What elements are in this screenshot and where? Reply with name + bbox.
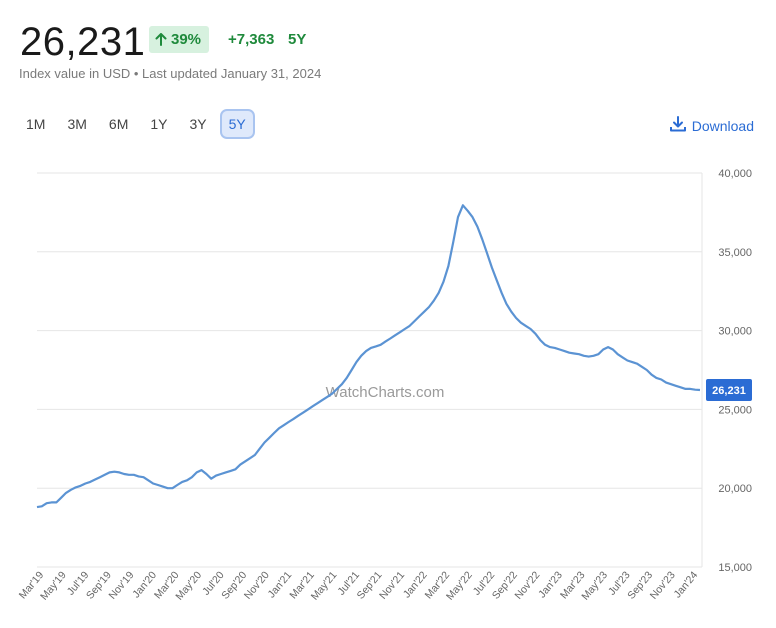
y-tick-label: 35,000 (718, 247, 752, 259)
range-3y-button[interactable]: 3Y (180, 109, 215, 139)
y-tick-label: 40,000 (718, 168, 752, 180)
y-tick-label: 25,000 (718, 404, 752, 416)
watermark: WatchCharts.com (326, 384, 445, 401)
x-tick-label: Nov'20 (242, 569, 272, 602)
y-tick-label: 20,000 (718, 483, 752, 495)
x-tick-label: Jan'24 (671, 569, 700, 600)
download-button[interactable]: Download (669, 116, 754, 135)
index-value: 26,231 (20, 20, 146, 64)
current-value-marker: 26,231 (706, 378, 752, 401)
grid-lines (37, 172, 703, 568)
y-tick-label: 30,000 (718, 326, 752, 338)
current-value-box (706, 378, 752, 401)
x-tick-label: Nov'21 (377, 569, 407, 602)
percent-change-value: 39% (171, 31, 202, 48)
subtitle: Index value in USD • Last updated Januar… (19, 66, 322, 81)
range-selector: 1M 3M 6M 1Y 3Y 5Y (17, 109, 255, 139)
range-3m-button[interactable]: 3M (58, 109, 95, 139)
range-1m-button[interactable]: 1M (17, 109, 54, 139)
x-tick-label: Nov'23 (648, 569, 678, 602)
series-line (36, 204, 701, 509)
range-6m-button[interactable]: 6M (100, 109, 137, 139)
x-tick-label: Nov'19 (107, 569, 137, 602)
x-tick-label: Nov'22 (512, 569, 542, 602)
current-value-label: 26,231 (712, 385, 746, 397)
absolute-change: +7,363 (228, 31, 275, 48)
y-axis-ticks: 15,000 20,000 25,000 30,000 35,000 40,000 (718, 168, 752, 574)
percent-change-badge: 39% (149, 26, 210, 53)
range-1y-button[interactable]: 1Y (141, 109, 176, 139)
y-tick-label: 15,000 (718, 562, 752, 574)
arrow-up-icon (155, 33, 167, 46)
download-label: Download (691, 117, 754, 134)
download-icon (669, 116, 687, 135)
period-tag: 5Y (288, 31, 307, 48)
range-5y-button[interactable]: 5Y (219, 109, 255, 139)
x-axis-ticks: Mar'19May'19Jul'19Sep'19Nov'19Jan'20Mar'… (17, 569, 701, 603)
